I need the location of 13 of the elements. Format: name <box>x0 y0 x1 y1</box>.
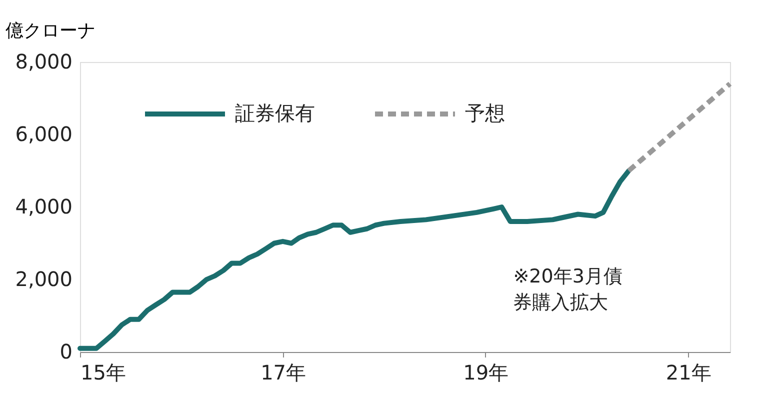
y-axis-title: 億クローナ <box>6 20 96 42</box>
y-tick-label: 6,000 <box>15 122 72 146</box>
x-tick-label: 19年 <box>463 360 509 384</box>
y-tick-label: 0 <box>60 340 72 364</box>
y-tick-label: 4,000 <box>15 194 72 218</box>
x-tick-label: 17年 <box>260 360 306 384</box>
y-tick-label: 8,000 <box>15 50 72 74</box>
legend-label: 証券保有 <box>235 101 315 125</box>
annotation: ※20年3月債券購入拡大 <box>513 265 622 314</box>
x-tick-label: 15年 <box>80 360 126 384</box>
x-tick-label: 21年 <box>666 360 712 384</box>
y-tick-label: 2,000 <box>15 267 72 291</box>
legend-label: 予想 <box>465 101 505 125</box>
